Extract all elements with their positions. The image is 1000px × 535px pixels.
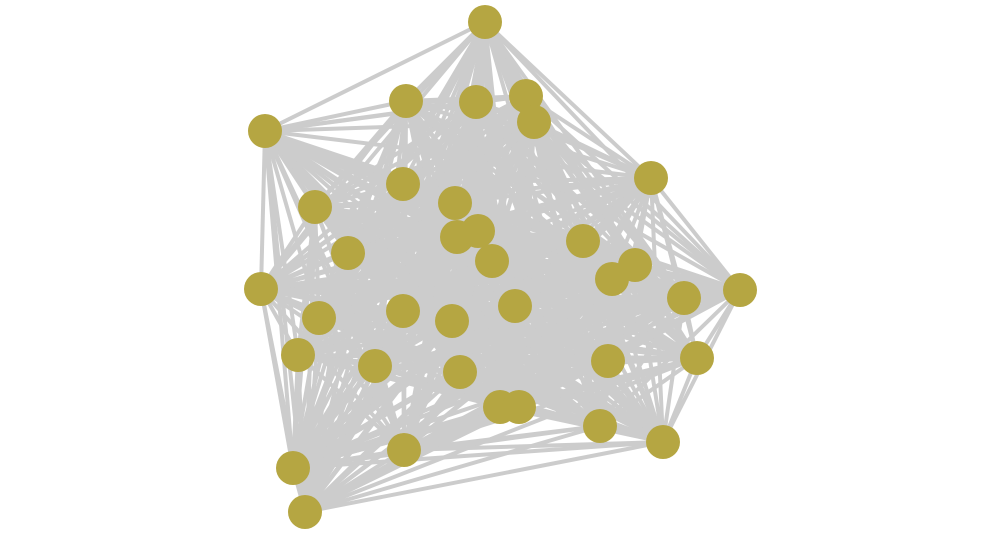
edge — [314, 94, 527, 209]
edge — [303, 304, 517, 514]
edge — [514, 296, 685, 308]
edge — [303, 319, 454, 514]
node — [667, 281, 701, 315]
edge — [291, 304, 517, 470]
edge — [533, 120, 652, 180]
edge — [524, 94, 653, 180]
edge — [459, 370, 664, 444]
edge — [454, 176, 652, 205]
edge — [661, 297, 686, 443]
edge — [313, 100, 478, 209]
node — [498, 289, 532, 323]
node — [566, 224, 600, 258]
edge — [513, 304, 665, 444]
node — [438, 186, 472, 220]
edge — [260, 287, 516, 308]
edge — [450, 319, 602, 428]
node — [468, 5, 502, 39]
edge — [259, 100, 478, 291]
edge — [260, 239, 584, 291]
edge — [296, 354, 307, 513]
node — [502, 390, 536, 424]
node — [595, 262, 629, 296]
node — [386, 167, 420, 201]
edge — [513, 304, 610, 363]
edge — [292, 448, 405, 470]
edge — [297, 309, 404, 357]
edge — [483, 20, 653, 180]
node — [461, 214, 495, 248]
edge — [451, 319, 609, 363]
edge — [483, 20, 742, 292]
node — [298, 190, 332, 224]
edge — [292, 370, 461, 470]
node — [509, 79, 543, 113]
edge — [304, 440, 664, 514]
node — [634, 161, 668, 195]
edge — [264, 20, 486, 133]
node — [386, 294, 420, 328]
edge — [402, 176, 652, 186]
edge — [483, 20, 686, 300]
node — [358, 349, 392, 383]
edge — [314, 201, 456, 209]
edge — [291, 364, 377, 470]
edge — [260, 287, 685, 300]
edge — [297, 304, 516, 357]
edge — [296, 353, 406, 452]
node — [276, 451, 310, 485]
node — [475, 244, 509, 278]
edge — [598, 356, 699, 428]
node — [646, 425, 680, 459]
node — [435, 304, 469, 338]
node — [583, 409, 617, 443]
node — [459, 85, 493, 119]
edge — [304, 356, 698, 514]
node — [680, 341, 714, 375]
edge — [259, 130, 267, 290]
nodes-layer — [244, 5, 757, 529]
edge — [260, 263, 636, 291]
edge — [634, 263, 741, 292]
node — [389, 84, 423, 118]
edge — [303, 448, 406, 514]
node — [443, 355, 477, 389]
node — [302, 301, 336, 335]
edge — [291, 317, 321, 469]
node — [517, 105, 551, 139]
edge — [259, 287, 406, 452]
edge — [259, 182, 405, 291]
edge — [649, 176, 742, 292]
edge — [514, 304, 698, 360]
edge — [314, 176, 652, 209]
node — [331, 236, 365, 270]
node — [281, 338, 315, 372]
node — [723, 273, 757, 307]
edge — [314, 120, 535, 209]
node — [288, 495, 322, 529]
edge — [304, 424, 601, 514]
edge — [477, 229, 584, 243]
edge — [292, 359, 609, 470]
node — [248, 114, 282, 148]
node — [387, 433, 421, 467]
edge — [292, 440, 664, 470]
node — [591, 344, 625, 378]
node — [244, 272, 278, 306]
